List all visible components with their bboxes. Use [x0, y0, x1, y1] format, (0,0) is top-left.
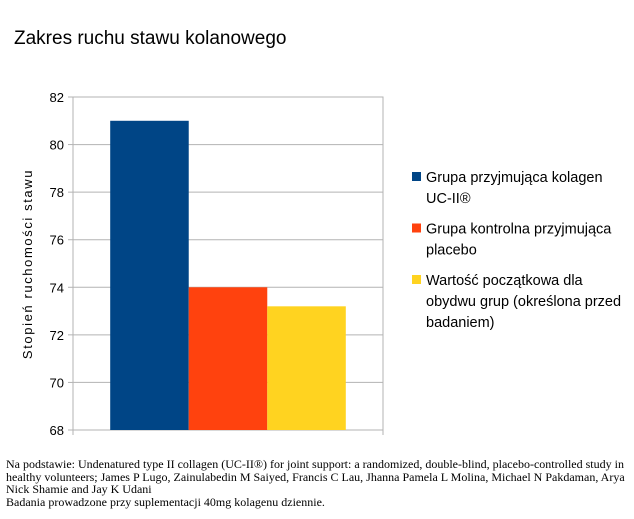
y-tick-label: 80 [50, 138, 64, 153]
footnote-note: Badania prowadzone przy suplementacji 40… [6, 494, 325, 509]
legend-swatch [412, 275, 421, 284]
legend-item: Grupa kontrolna przyjmująca placebo [412, 222, 612, 259]
y-tick-label: 76 [50, 233, 64, 248]
legend-item: Wartość początkowa dla obydwu grup (okreś… [412, 273, 621, 331]
legend-swatch [412, 223, 421, 233]
y-axis-label: Stopień ruchomości stawu [20, 169, 35, 359]
bar-1 [110, 120, 189, 431]
bar-3 [267, 306, 346, 430]
legend-label: Grupa kontrolna przyjmująca placebo [426, 222, 612, 259]
footnote: Na podstawie: Undenatured type II collag… [6, 458, 626, 508]
y-tick-label: 82 [50, 90, 64, 105]
legend-swatch [412, 172, 421, 181]
y-tick-label: 68 [50, 423, 64, 438]
y-tick-label: 70 [50, 375, 64, 390]
chart-title: Zakres ruchu stawu kolanowego [14, 28, 286, 49]
y-tick-label: 78 [50, 185, 64, 200]
y-tick-label: 72 [50, 328, 64, 343]
footnote-source: Na podstawie: Undenatured type II collag… [6, 457, 625, 496]
legend-label: Wartość początkowa dla obydwu grup (okreś… [426, 273, 621, 331]
legend-item: Grupa przyjmująca kolagen UC-II® [412, 170, 603, 207]
bar-2 [188, 287, 268, 430]
legend-label: Grupa przyjmująca kolagen UC-II® [426, 170, 603, 207]
y-tick-label: 74 [50, 280, 64, 295]
legend: Grupa przyjmująca kolagen UC-II® Grupa kon… [412, 170, 621, 331]
plot-area: 68 70 72 74 76 78 80 82 [50, 90, 384, 438]
